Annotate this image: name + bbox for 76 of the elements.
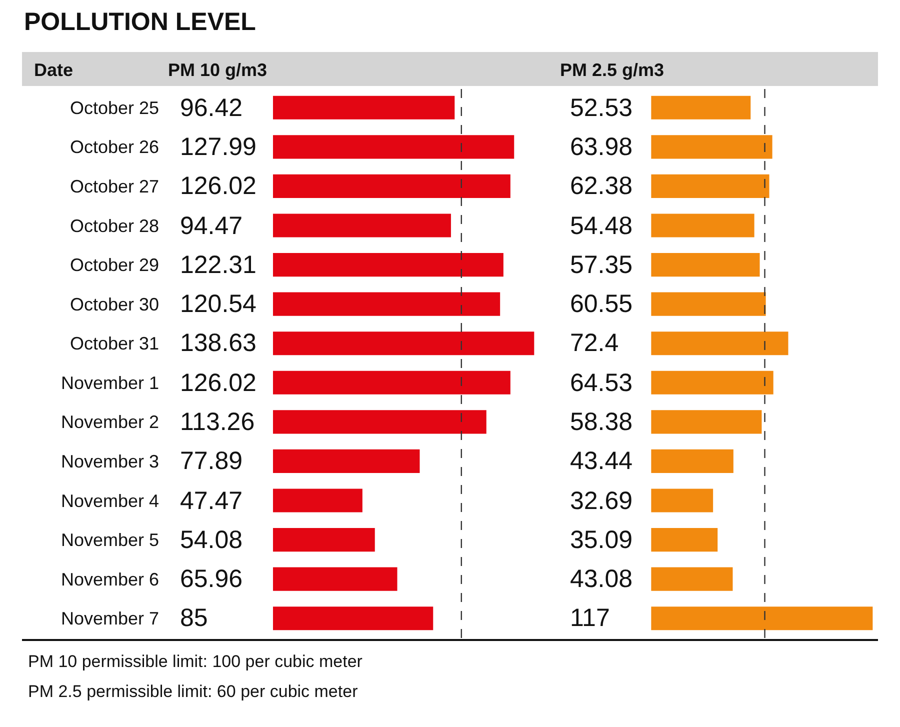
bar (272, 488, 362, 512)
bar (651, 174, 770, 198)
y-tick-label: November 3 (60, 452, 159, 472)
bar (272, 253, 504, 277)
bar (651, 567, 733, 591)
data-label: 62.38 (570, 172, 633, 200)
bar (272, 332, 534, 356)
data-label: 54.08 (180, 526, 243, 554)
bar (651, 528, 718, 552)
data-label: 58.38 (570, 408, 633, 436)
bar (651, 606, 873, 630)
bar (272, 370, 510, 394)
y-tick-label: October 31 (70, 334, 159, 354)
bar (651, 253, 760, 277)
data-label: 126.02 (180, 172, 256, 200)
bar (651, 332, 788, 356)
data-label: 65.96 (180, 565, 243, 593)
bar (651, 370, 774, 394)
bar (651, 214, 754, 238)
bar (272, 606, 434, 630)
y-tick-label: November 1 (60, 372, 159, 393)
data-label: 43.08 (570, 565, 633, 593)
data-label: 126.02 (180, 369, 256, 397)
y-tick-label: November 6 (60, 569, 159, 590)
y-tick-label: October 29 (70, 255, 159, 276)
bar (272, 135, 514, 159)
bar (651, 410, 762, 434)
y-tick-label: November 4 (60, 490, 159, 511)
data-label: 113.26 (180, 408, 255, 436)
data-label: 47.47 (180, 487, 243, 515)
data-label: 122.31 (180, 251, 256, 279)
y-tick-label: November 7 (60, 608, 159, 629)
data-label: 43.44 (570, 447, 633, 475)
data-label: 57.35 (570, 251, 633, 279)
data-label: 64.53 (570, 369, 633, 397)
data-label: 52.53 (570, 94, 633, 122)
bar (651, 449, 734, 473)
y-tick-label: October 26 (70, 137, 159, 158)
data-label: 85 (180, 604, 208, 632)
bar (651, 292, 766, 316)
y-axis-title: Date (34, 60, 74, 81)
y-tick-label: October 28 (70, 216, 159, 236)
data-label: 117 (570, 604, 610, 632)
bar (272, 410, 486, 434)
data-label: 94.47 (180, 212, 243, 240)
data-label: 96.42 (180, 94, 243, 122)
bar (272, 174, 510, 198)
chart-title: POLLUTION LEVEL (24, 8, 256, 37)
data-label: 127.99 (180, 133, 256, 161)
y-tick-label: October 27 (70, 176, 159, 197)
bar (272, 292, 500, 316)
bar (272, 528, 375, 552)
chart-subtitle: PM 10 g/m3 (168, 60, 268, 81)
bar (272, 96, 455, 120)
bar (651, 488, 714, 512)
data-label: 120.54 (180, 290, 257, 318)
data-label: 60.55 (570, 290, 633, 318)
data-label: 77.89 (180, 447, 243, 475)
text: PM 10 permissible limit: 100 per cubic meter (28, 652, 362, 672)
text: PM 2.5 permissible limit: 60 per cubic meter (28, 682, 358, 702)
y-tick-label: November 2 (60, 412, 159, 432)
data-label: 32.69 (570, 487, 633, 515)
chart-title: PM 2.5 g/m3 (560, 60, 664, 81)
y-tick-label: October 25 (70, 98, 159, 118)
data-label: 54.48 (570, 212, 633, 240)
data-label: 138.63 (180, 329, 256, 357)
y-tick-label: November 5 (60, 530, 159, 550)
data-label: 72.4 (570, 329, 619, 357)
bar (272, 449, 420, 473)
bar (651, 96, 751, 120)
bar (272, 567, 398, 591)
y-tick-label: October 30 (70, 294, 159, 314)
data-label: 35.09 (570, 526, 633, 554)
bar (651, 135, 772, 159)
data-label: 63.98 (570, 133, 633, 161)
bar (272, 214, 451, 238)
